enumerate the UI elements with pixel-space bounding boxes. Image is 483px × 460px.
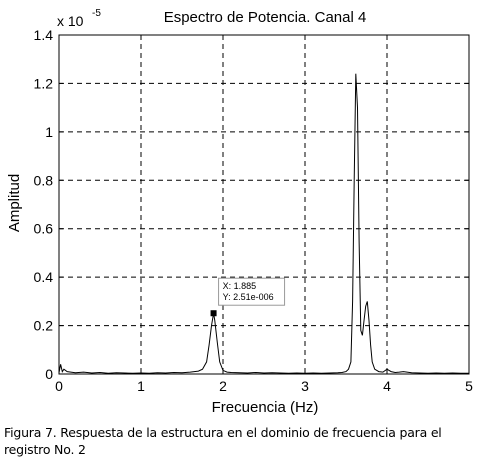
datatip-marker[interactable] (210, 310, 217, 317)
y-axis-multiplier-base: x 10 (57, 13, 84, 29)
y-tick-label: 1.2 (34, 75, 54, 91)
plot-area (58, 34, 470, 375)
series-line-canal-4 (58, 73, 469, 374)
x-tick-label: 5 (465, 378, 473, 394)
axis-ticks: 0 1 2 3 4 5 0 0.2 0.4 0.6 0.8 1 1.2 1.4 (34, 27, 474, 394)
x-tick-label: 2 (219, 378, 227, 394)
datatip-box (218, 277, 286, 306)
grid (59, 35, 469, 374)
y-tick-label: 0.4 (34, 269, 54, 285)
figure-caption: Figura 7. Respuesta de la estructura en … (4, 425, 442, 457)
y-tick-label: 0 (45, 366, 53, 382)
y-tick-label: 1 (45, 124, 53, 140)
y-axis-multiplier-exponent: -5 (92, 8, 101, 19)
y-axis-label: Amplitud (6, 174, 23, 232)
datatip-x-label: X: 1.885 (223, 281, 257, 291)
y-tick-label: 0.2 (34, 318, 54, 334)
x-tick-label: 0 (55, 378, 63, 394)
x-tick-label: 4 (383, 378, 391, 394)
y-tick-label: 0.8 (34, 172, 54, 188)
chart-title: Espectro de Potencia. Canal 4 (164, 9, 367, 26)
x-tick-label: 1 (137, 378, 145, 394)
x-axis-label: Frecuencia (Hz) (212, 399, 319, 416)
y-tick-label: 1.4 (34, 27, 54, 43)
datatip-y-label: Y: 2.51e-006 (223, 292, 274, 302)
figure-background (0, 0, 483, 418)
y-tick-label: 0.6 (34, 221, 54, 237)
x-tick-label: 3 (301, 378, 309, 394)
